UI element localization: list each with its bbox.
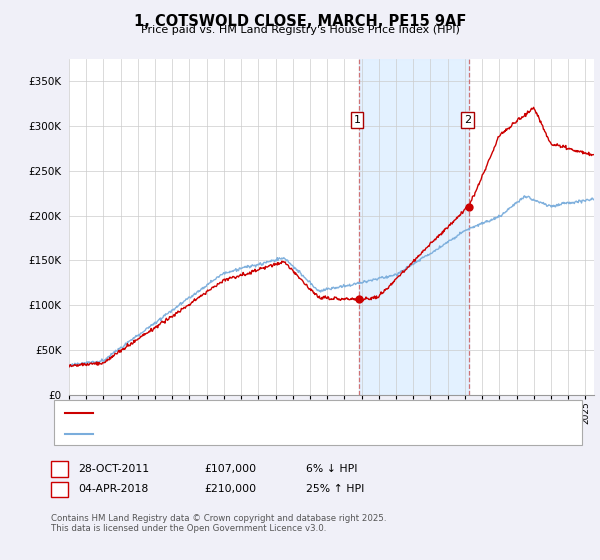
Text: Price paid vs. HM Land Registry's House Price Index (HPI): Price paid vs. HM Land Registry's House … <box>140 25 460 35</box>
Text: 04-APR-2018: 04-APR-2018 <box>78 484 148 494</box>
Text: 28-OCT-2011: 28-OCT-2011 <box>78 464 149 474</box>
Text: Contains HM Land Registry data © Crown copyright and database right 2025.
This d: Contains HM Land Registry data © Crown c… <box>51 514 386 534</box>
Text: HPI: Average price, semi-detached house, Fenland: HPI: Average price, semi-detached house,… <box>99 429 350 439</box>
Text: 25% ↑ HPI: 25% ↑ HPI <box>306 484 364 494</box>
Text: 2: 2 <box>464 115 471 125</box>
Text: £107,000: £107,000 <box>204 464 256 474</box>
Text: 1: 1 <box>56 464 63 474</box>
Text: £210,000: £210,000 <box>204 484 256 494</box>
Text: 6% ↓ HPI: 6% ↓ HPI <box>306 464 358 474</box>
Text: 1, COTSWOLD CLOSE, MARCH, PE15 9AF: 1, COTSWOLD CLOSE, MARCH, PE15 9AF <box>134 14 466 29</box>
Text: 2: 2 <box>56 484 63 494</box>
Text: 1, COTSWOLD CLOSE, MARCH, PE15 9AF (semi-detached house): 1, COTSWOLD CLOSE, MARCH, PE15 9AF (semi… <box>99 408 419 418</box>
Text: 1: 1 <box>353 115 361 125</box>
